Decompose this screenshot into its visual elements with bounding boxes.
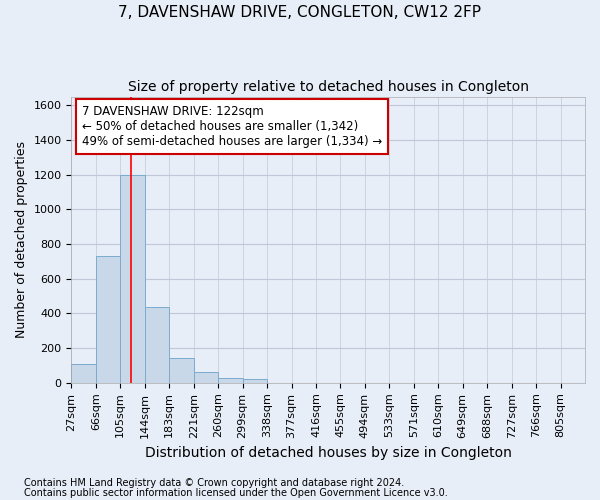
Bar [218,378,242,383]
X-axis label: Distribution of detached houses by size in Congleton: Distribution of detached houses by size … [145,446,512,460]
Bar [194,372,218,383]
Text: 7, DAVENSHAW DRIVE, CONGLETON, CW12 2FP: 7, DAVENSHAW DRIVE, CONGLETON, CW12 2FP [119,5,482,20]
Text: Contains HM Land Registry data © Crown copyright and database right 2024.: Contains HM Land Registry data © Crown c… [24,478,404,488]
Text: Contains public sector information licensed under the Open Government Licence v3: Contains public sector information licen… [24,488,448,498]
Bar [71,364,96,383]
Bar [145,308,169,383]
Bar [169,358,194,383]
Bar [96,256,121,383]
Title: Size of property relative to detached houses in Congleton: Size of property relative to detached ho… [128,80,529,94]
Y-axis label: Number of detached properties: Number of detached properties [15,141,28,338]
Text: 7 DAVENSHAW DRIVE: 122sqm
← 50% of detached houses are smaller (1,342)
49% of se: 7 DAVENSHAW DRIVE: 122sqm ← 50% of detac… [82,105,382,148]
Bar [121,174,145,383]
Bar [242,380,267,383]
